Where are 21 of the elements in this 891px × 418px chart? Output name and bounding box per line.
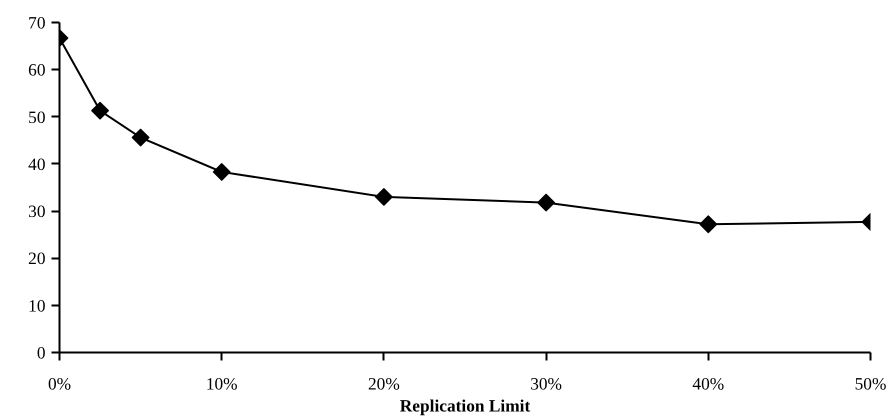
y-tick-label: 60 [28,60,46,80]
point [132,128,150,147]
y-tick-label: 0 [36,344,46,362]
x-tick-label: 0% [48,374,72,394]
x-tick-label: 30% [530,374,562,394]
point [91,102,110,120]
x-axis-title: Replication Limit [400,396,530,416]
point [537,194,556,212]
y-tick-label: 40 [28,154,46,174]
y-tick-label: 50 [28,108,46,127]
y-tick-label: 20 [28,249,46,268]
point [374,188,393,206]
y-tick-label: 30 [28,202,46,222]
y-tick-label: 70 [28,14,46,32]
point [212,162,231,181]
x-tick-label: 50% [854,374,886,394]
x-tick-label: 40% [692,374,724,394]
x-tick-label: 20% [368,374,400,394]
x-tick-label: 10% [206,374,238,394]
y-tick-label: 10 [28,296,46,316]
point [699,215,718,234]
